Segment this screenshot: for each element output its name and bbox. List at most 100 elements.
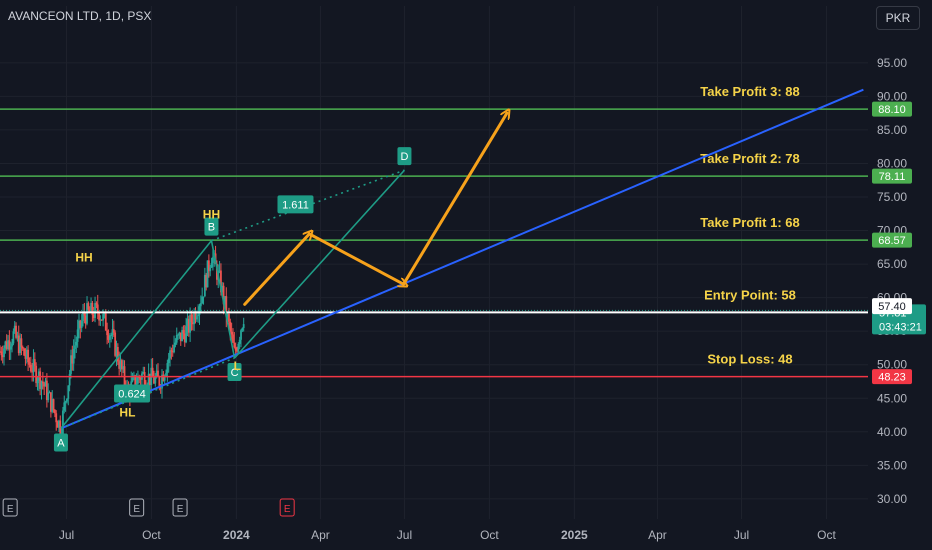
structure-label: HH bbox=[203, 207, 220, 221]
point-label-b[interactable]: B bbox=[204, 217, 219, 236]
earnings-marker[interactable]: E bbox=[2, 498, 18, 517]
candle bbox=[166, 359, 169, 382]
candle-body bbox=[225, 296, 228, 317]
entry-point-level[interactable]: Entry Point: 58 bbox=[0, 287, 868, 314]
candle-body bbox=[116, 346, 119, 362]
candle bbox=[110, 332, 113, 343]
candle bbox=[174, 338, 177, 348]
earnings-marker[interactable]: E bbox=[129, 498, 145, 517]
currency-button[interactable]: PKR bbox=[876, 6, 920, 30]
take-profit-2-price-badge-bg bbox=[872, 168, 912, 184]
candle-body bbox=[183, 333, 186, 343]
candle-body bbox=[94, 303, 96, 318]
candle-body bbox=[67, 385, 70, 399]
take-profit-3-price-badge[interactable]: 88.10 bbox=[872, 101, 912, 117]
y-tick-label: 30.00 bbox=[877, 492, 907, 506]
candle bbox=[218, 260, 221, 274]
stop-loss-level[interactable]: Stop Loss: 48 bbox=[0, 352, 868, 378]
candle-body bbox=[232, 334, 234, 343]
secondary-price-badge-text: 57.40 bbox=[878, 301, 906, 313]
candle-body bbox=[226, 313, 229, 317]
point-label-d[interactable]: D bbox=[397, 147, 412, 166]
take-profit-2-price-badge[interactable]: 78.11 bbox=[872, 168, 912, 184]
x-tick-label: 2025 bbox=[561, 528, 588, 542]
take-profit-1-level[interactable]: Take Profit 1: 68 bbox=[0, 215, 868, 241]
candle bbox=[237, 342, 240, 354]
drawings[interactable]: A B C D 0.624 1.611 HH HH HL L E E E E bbox=[2, 88, 864, 517]
take-profit-2-label: Take Profit 2: 78 bbox=[700, 151, 799, 166]
take-profit-1-price-badge-text: 68.57 bbox=[878, 235, 906, 247]
candle-body bbox=[182, 330, 185, 334]
candle-body bbox=[45, 380, 48, 401]
candle-body bbox=[53, 409, 56, 414]
candle bbox=[190, 310, 193, 331]
candle-body bbox=[52, 399, 55, 410]
candle-body bbox=[8, 340, 11, 350]
point-label-a[interactable]: A bbox=[53, 433, 68, 452]
candle-body bbox=[195, 316, 198, 320]
pattern-line-ac[interactable] bbox=[60, 357, 235, 430]
trend-line[interactable] bbox=[60, 88, 864, 430]
candle bbox=[4, 340, 7, 354]
projection-arrow[interactable] bbox=[402, 113, 507, 286]
candle-body bbox=[72, 349, 75, 364]
candle bbox=[185, 317, 188, 344]
candle bbox=[63, 395, 66, 414]
projection-arrow[interactable] bbox=[307, 232, 403, 284]
pattern-line-bc[interactable] bbox=[210, 240, 236, 359]
candle-body bbox=[177, 334, 179, 336]
x-tick-label: Oct bbox=[142, 528, 161, 542]
secondary-price-badge[interactable]: 57.40 bbox=[872, 298, 912, 315]
ratio-label[interactable]: 0.624 bbox=[114, 384, 151, 403]
candle-body bbox=[79, 320, 82, 328]
candle bbox=[96, 294, 99, 320]
candle-body bbox=[70, 355, 72, 374]
projection-arrow[interactable] bbox=[243, 234, 310, 306]
earnings-marker-box bbox=[129, 498, 145, 517]
secondary-price-badge-bg bbox=[872, 298, 912, 315]
candle-body bbox=[153, 377, 155, 384]
candle-body bbox=[1, 355, 4, 358]
candle bbox=[47, 383, 50, 403]
candle bbox=[43, 382, 46, 396]
candle bbox=[64, 400, 67, 412]
candle bbox=[33, 352, 36, 372]
candle bbox=[66, 398, 68, 404]
y-tick-label: 65.00 bbox=[877, 257, 907, 271]
candle-body bbox=[98, 313, 100, 321]
candle-body bbox=[201, 296, 204, 304]
earnings-marker[interactable]: E bbox=[172, 498, 188, 517]
candle-body bbox=[111, 329, 114, 336]
point-label-a-text: A bbox=[57, 437, 65, 449]
point-label-d-bg bbox=[397, 147, 412, 166]
candle bbox=[209, 264, 212, 277]
stop-loss-price-badge[interactable]: 48.23 bbox=[872, 369, 912, 385]
candle-body bbox=[71, 355, 74, 364]
price-levels[interactable]: Take Profit 3: 88 Take Profit 2: 78 Take P… bbox=[0, 84, 868, 378]
candle-body bbox=[224, 296, 226, 305]
pattern-line-ab[interactable] bbox=[60, 240, 213, 429]
candle-body bbox=[155, 370, 158, 378]
candle-body bbox=[96, 304, 99, 314]
pattern-line-cd[interactable] bbox=[233, 169, 406, 359]
candle-body bbox=[191, 322, 194, 325]
candle bbox=[56, 420, 59, 428]
candle-body bbox=[187, 318, 190, 333]
y-tick-label: 35.00 bbox=[877, 458, 907, 472]
take-profit-2-level[interactable]: Take Profit 2: 78 bbox=[0, 151, 868, 177]
candle-body bbox=[194, 311, 197, 320]
candle bbox=[87, 301, 90, 312]
candle-body bbox=[66, 398, 68, 402]
ratio-label[interactable]: 1.611 bbox=[277, 195, 314, 214]
take-profit-1-price-badge[interactable]: 68.57 bbox=[872, 232, 912, 248]
candle bbox=[116, 343, 119, 365]
earnings-marker[interactable]: E bbox=[279, 498, 295, 517]
y-tick-label: 75.00 bbox=[877, 190, 907, 204]
candle-body bbox=[39, 371, 42, 389]
candle bbox=[12, 328, 15, 346]
candle bbox=[95, 301, 98, 309]
point-label-c[interactable]: C bbox=[227, 363, 242, 381]
candle-body bbox=[190, 314, 193, 323]
take-profit-3-level[interactable]: Take Profit 3: 88 bbox=[0, 84, 868, 110]
